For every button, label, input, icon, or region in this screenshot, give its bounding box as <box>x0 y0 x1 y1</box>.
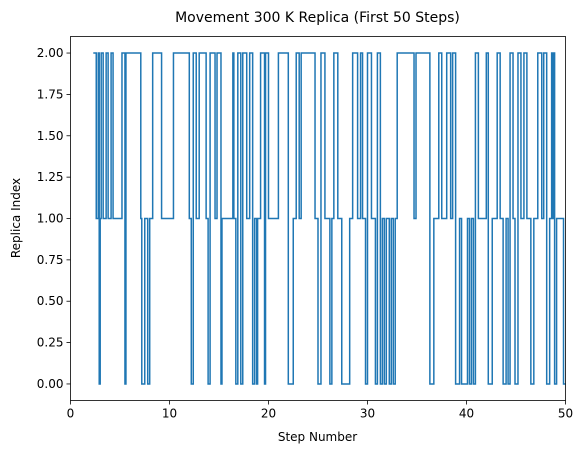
y-tick-label: 2.00 <box>37 46 64 60</box>
x-axis-label: Step Number <box>278 430 357 444</box>
x-tick-label: 0 <box>67 407 75 421</box>
y-tick-label: 1.50 <box>37 129 64 143</box>
y-tick-label: 0.75 <box>37 253 64 267</box>
y-axis-ticks: 0.00 0.25 0.50 0.75 1.00 1.25 1.50 1.75 2.00 <box>37 46 71 391</box>
plot-area <box>93 52 566 385</box>
y-tick-label: 1.75 <box>37 87 64 101</box>
x-axis-ticks: 0 10 20 30 40 50 <box>67 400 573 421</box>
x-tick-label: 30 <box>360 407 375 421</box>
x-tick-label: 50 <box>558 407 573 421</box>
y-tick-label: 1.00 <box>37 212 64 226</box>
x-tick-label: 20 <box>261 407 276 421</box>
x-tick-label: 40 <box>459 407 474 421</box>
series-line <box>93 52 566 385</box>
y-tick-label: 0.50 <box>37 294 64 308</box>
x-tick-label: 10 <box>162 407 177 421</box>
y-tick-label: 1.25 <box>37 170 64 184</box>
y-axis-label: Replica Index <box>9 178 23 258</box>
y-tick-label: 0.25 <box>37 336 64 350</box>
y-tick-label: 0.00 <box>37 377 64 391</box>
chart-title: Movement 300 K Replica (First 50 Steps) <box>175 10 460 26</box>
